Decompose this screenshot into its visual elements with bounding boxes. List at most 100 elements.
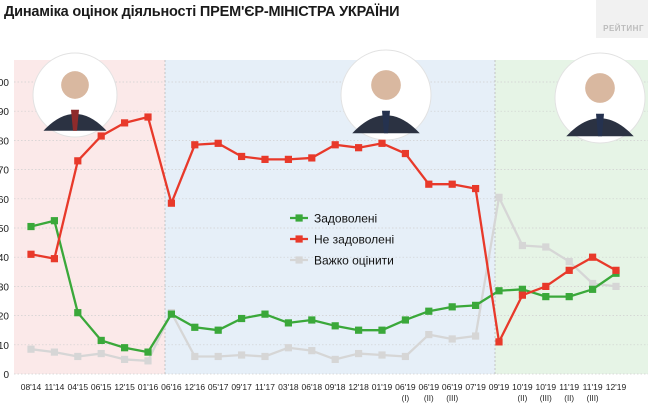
x-tick-label-5: 01'16 (138, 382, 159, 392)
legend-marker-unsatisfied (295, 235, 303, 243)
point-unsatisfied-19 (472, 184, 480, 193)
x-tick-label-4: 12'15 (114, 382, 135, 392)
point-unsatisfied-4 (121, 119, 129, 127)
x-tick-label-25: 12'19 (606, 382, 627, 392)
point-unsatisfied-14 (355, 144, 363, 152)
x-tick-sublabel-18: (III) (446, 394, 458, 403)
point-unsatisfied-8 (214, 139, 222, 147)
point-hard-10 (261, 352, 269, 361)
point-hard-21 (518, 241, 526, 250)
point-unsatisfied-13 (331, 141, 339, 149)
point-satisfied-9 (238, 314, 246, 323)
y-tick-label-100: 100 (0, 78, 9, 89)
point-satisfied-3 (97, 336, 105, 345)
x-tick-label-18: 06'19 (442, 382, 463, 392)
portrait-tie-2 (382, 110, 390, 134)
point-hard-24 (589, 279, 597, 288)
point-unsatisfied-15 (378, 139, 386, 147)
y-tick-label-90: 90 (0, 107, 9, 118)
x-tick-label-11: 03'18 (278, 382, 299, 392)
point-satisfied-12 (308, 316, 316, 324)
point-satisfied-18 (448, 303, 456, 311)
x-tick-sublabel-22: (III) (540, 394, 552, 403)
x-tick-sublabel-17: (II) (424, 394, 434, 403)
point-hard-13 (331, 355, 339, 363)
y-tick-label-20: 20 (0, 312, 9, 323)
series-line-satisfied (30, 219, 617, 354)
x-tick-label-23: 11'19 (559, 382, 579, 392)
portrait-1 (32, 52, 118, 138)
x-tick-label-6: 06'16 (161, 382, 182, 392)
portrait-tie-1 (71, 109, 79, 131)
point-hard-4 (121, 355, 129, 363)
series-line-hard (30, 196, 617, 363)
point-unsatisfied-1 (50, 255, 58, 263)
legend-marker-satisfied (295, 214, 303, 222)
point-hard-16 (401, 352, 409, 361)
point-unsatisfied-2 (74, 157, 82, 165)
point-satisfied-2 (74, 309, 82, 317)
x-tick-label-10: 11'17 (255, 382, 275, 392)
x-tick-sublabel-21: (II) (518, 394, 528, 403)
point-hard-22 (542, 243, 550, 251)
x-tick-sublabel-16: (I) (402, 394, 410, 403)
point-hard-14 (355, 349, 363, 358)
x-tick-label-9: 09'17 (231, 382, 252, 392)
point-satisfied-16 (401, 316, 409, 324)
x-tick-label-16: 06'19 (395, 382, 416, 392)
x-tick-label-15: 01'19 (372, 382, 393, 392)
legend-marker-hard (295, 256, 303, 264)
point-unsatisfied-18 (448, 180, 456, 188)
y-tick-label-50: 50 (0, 224, 9, 235)
point-unsatisfied-7 (191, 141, 199, 149)
point-satisfied-11 (284, 319, 292, 327)
point-satisfied-8 (214, 326, 222, 334)
point-unsatisfied-25 (612, 266, 620, 274)
point-satisfied-15 (378, 326, 386, 334)
y-tick-label-70: 70 (0, 166, 9, 177)
point-unsatisfied-0 (27, 250, 35, 258)
series-line-unsatisfied (30, 115, 617, 344)
x-tick-label-2: 04'15 (68, 382, 89, 392)
x-tick-label-8: 05'17 (208, 382, 229, 392)
logo-text: РЕЙТИНГ (603, 24, 644, 33)
x-tick-label-19: 07'19 (465, 382, 486, 392)
point-unsatisfied-10 (261, 155, 269, 163)
point-hard-25 (612, 282, 620, 290)
point-hard-5 (144, 357, 152, 365)
point-hard-20 (495, 193, 503, 201)
point-satisfied-1 (50, 217, 58, 225)
point-satisfied-14 (355, 326, 363, 334)
portrait-face-1 (61, 71, 89, 99)
point-satisfied-21 (518, 285, 526, 293)
x-tick-label-0: 08'14 (21, 382, 42, 392)
point-hard-1 (50, 348, 58, 356)
point-hard-18 (448, 335, 456, 343)
point-unsatisfied-20 (495, 338, 503, 346)
point-unsatisfied-9 (238, 152, 246, 161)
y-tick-label-0: 0 (3, 370, 9, 381)
x-tick-label-13: 09'18 (325, 382, 346, 392)
point-unsatisfied-24 (589, 253, 597, 261)
point-satisfied-23 (565, 293, 573, 301)
legend-label-satisfied: Задоволені (314, 212, 377, 226)
point-unsatisfied-11 (284, 155, 292, 163)
point-satisfied-7 (191, 323, 199, 331)
period-background-2 (165, 60, 495, 374)
point-unsatisfied-3 (97, 132, 105, 140)
x-tick-sublabel-24: (III) (587, 394, 599, 403)
point-satisfied-5 (144, 348, 152, 356)
y-tick-label-10: 10 (0, 341, 9, 352)
portrait-3 (554, 52, 646, 144)
x-tick-label-14: 12'18 (348, 382, 369, 392)
point-satisfied-6 (167, 310, 175, 318)
portrait-tie-3 (596, 113, 604, 137)
point-unsatisfied-17 (425, 180, 433, 188)
x-tick-label-20: 09'19 (489, 382, 510, 392)
point-satisfied-13 (331, 322, 339, 330)
point-hard-0 (27, 345, 35, 353)
point-satisfied-0 (27, 222, 35, 231)
point-hard-7 (191, 352, 199, 361)
point-hard-17 (425, 330, 433, 339)
